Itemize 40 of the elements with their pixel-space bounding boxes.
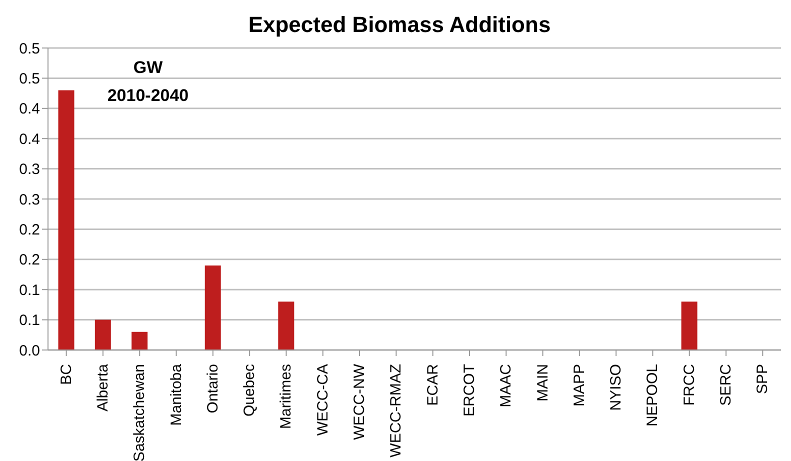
x-tick-label: NEPOOL [644,364,662,427]
x-tick-label: Manitoba [168,363,185,426]
y-tick-label: 0.4 [19,130,40,148]
bar [278,302,294,350]
y-tick-label: 0.4 [19,100,40,118]
y-tick-label: 0.5 [19,70,40,88]
y-tick-label: 0.0 [19,342,40,360]
y-tick-label: 0.2 [19,222,40,239]
x-tick-label: ERCOT [460,364,478,416]
x-tick-label: Ontario [204,364,222,414]
bar [681,302,698,350]
y-tick-label: 0.1 [19,282,40,299]
x-tick-label: NYISO [608,364,625,411]
annotation: GW [132,58,164,78]
x-tick-label: BC [58,364,75,385]
annotation: 2010-2040 [106,86,190,106]
x-tick-label: ECAR [424,364,442,406]
x-tick-label: WECC-RMAZ [388,364,405,458]
y-tick-label: 0.3 [19,191,40,208]
y-tick-label: 0.3 [19,161,40,178]
x-tick-label: SERC [718,364,735,406]
x-tick-label: Saskatchewan [131,364,148,461]
x-tick-label: Alberta [94,363,112,412]
bar [132,332,148,350]
x-tick-label: MAPP [570,364,588,407]
chart-title: Expected Biomass Additions [247,12,552,38]
y-tick-label: 0.2 [19,252,40,269]
x-tick-label: WECC-CA [314,364,332,436]
x-tick-label: MAAC [498,364,515,408]
x-tick-label: SPP [754,364,772,394]
x-tick-label: WECC-NW [351,363,368,440]
y-tick-label: 0.1 [19,312,40,330]
bar [204,265,221,350]
x-tick-label: FRCC [680,364,698,406]
x-tick-label: MAIN [534,364,552,402]
y-tick-label: 0.5 [19,40,40,58]
x-tick-label: Quebec [241,364,258,417]
x-tick-label: Maritimes [278,364,295,430]
bar [58,90,74,350]
bar [94,320,111,350]
